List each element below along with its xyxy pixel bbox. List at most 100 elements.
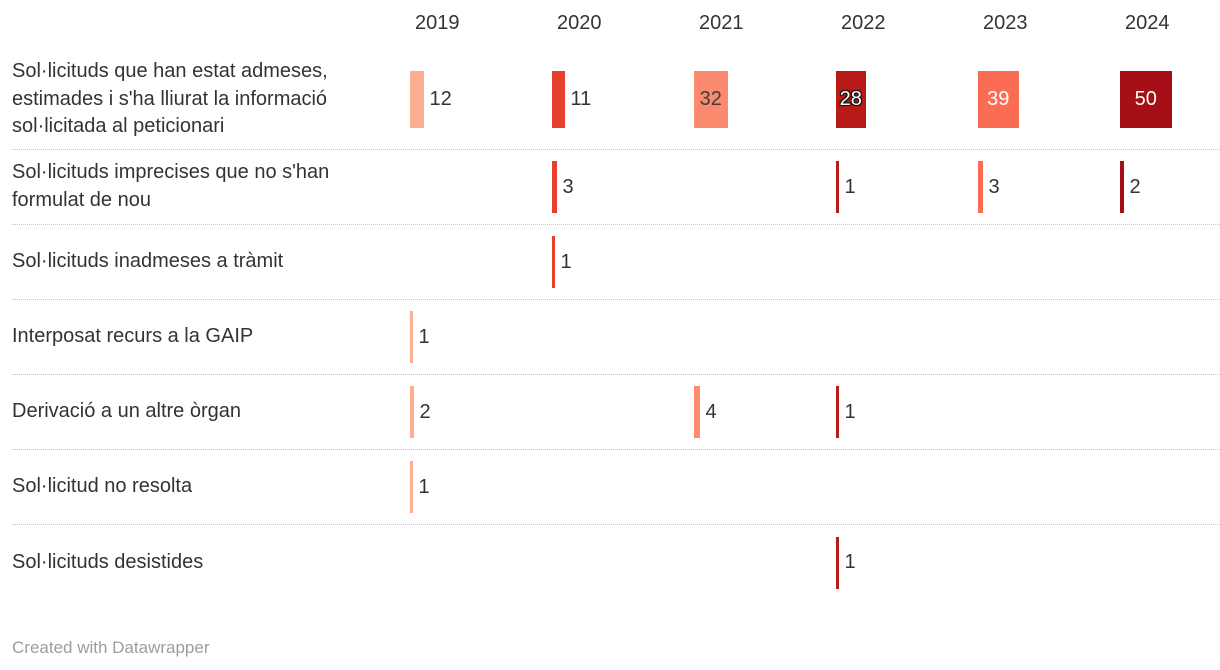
cell-2023: 39 [978, 50, 1120, 149]
bar-value-label: 28 [839, 88, 862, 110]
table-row: Sol·licituds inadmeses a tràmit 1 [12, 225, 1220, 300]
bar-value-label: 2 [1129, 175, 1141, 198]
table-row: Interposat recurs a la GAIP 1 [12, 300, 1220, 375]
row-label: Sol·licituds imprecises que no s'han for… [12, 161, 330, 211]
cell-2021 [694, 300, 836, 374]
bar-2022 [836, 386, 839, 438]
cell-2022 [836, 450, 978, 524]
cell-2023: 3 [978, 150, 1120, 224]
bar-value-label: 50 [1134, 88, 1157, 110]
bar-value-label: 1 [418, 475, 430, 498]
bar-value-label: 3 [562, 175, 574, 198]
cell-2022: 1 [836, 150, 978, 224]
row-label: Sol·licituds inadmeses a tràmit [12, 250, 284, 273]
bar-2019 [410, 71, 424, 128]
cell-2020 [552, 450, 694, 524]
cell-2024 [1120, 225, 1220, 299]
year-header-row: 2019 2020 2021 2022 2023 2024 [12, 6, 1220, 50]
cell-2024 [1120, 525, 1220, 600]
cell-2019: 12 [410, 50, 552, 149]
bar-2019 [410, 386, 414, 438]
chart-rows: Sol·licituds que han estat admeses, esti… [12, 50, 1220, 600]
cell-2020: 3 [552, 150, 694, 224]
cell-2021: 32 [694, 50, 836, 149]
year-header-2023: 2023 [983, 12, 1028, 34]
cell-2019: 2 [410, 375, 552, 449]
bar-2022 [836, 161, 839, 213]
bar-2023 [978, 161, 983, 213]
bar-value-label: 12 [429, 88, 452, 110]
bar-value-label: 1 [560, 250, 572, 273]
bar-2022: 28 [836, 71, 866, 128]
datawrapper-credit-link[interactable]: Created with Datawrapper [12, 638, 210, 657]
bar-2020 [552, 236, 555, 288]
cell-2023 [978, 525, 1120, 600]
cell-2021 [694, 450, 836, 524]
table-row: Sol·licituds imprecises que no s'han for… [12, 150, 1220, 225]
cell-2023 [978, 300, 1120, 374]
cell-2024 [1120, 450, 1220, 524]
row-label: Sol·licituds desistides [12, 550, 204, 573]
cell-2021 [694, 225, 836, 299]
bar-value-label: 1 [418, 325, 430, 348]
bar-value-label: 1 [844, 400, 856, 423]
cell-2024: 2 [1120, 150, 1220, 224]
row-label: Interposat recurs a la GAIP [12, 325, 254, 348]
cell-2023 [978, 375, 1120, 449]
cell-2023 [978, 225, 1120, 299]
table-row: Sol·licituds que han estat admeses, esti… [12, 50, 1220, 150]
cell-2019: 1 [410, 300, 552, 374]
year-header-2021: 2021 [699, 12, 744, 34]
cell-2019 [410, 525, 552, 600]
table-row: Sol·licitud no resolta 1 [12, 450, 1220, 525]
bar-2022 [836, 536, 839, 589]
cell-2024 [1120, 300, 1220, 374]
table-row: Sol·licituds desistides 1 [12, 525, 1220, 600]
chart-footer: Created with Datawrapper [12, 638, 209, 658]
cell-2021: 4 [694, 375, 836, 449]
bar-value-label: 3 [988, 175, 1000, 198]
cell-2022: 28 [836, 50, 978, 149]
year-header-2019: 2019 [415, 12, 460, 34]
cell-2020: 11 [552, 50, 694, 149]
cell-2023 [978, 450, 1120, 524]
bar-2019 [410, 311, 413, 363]
year-header-2022: 2022 [841, 12, 886, 34]
cell-2020 [552, 525, 694, 600]
year-header-2024: 2024 [1125, 12, 1170, 34]
cell-2024: 50 [1120, 50, 1220, 149]
table-row: Derivació a un altre òrgan 2 4 1 [12, 375, 1220, 450]
cell-2020 [552, 300, 694, 374]
cell-2019 [410, 225, 552, 299]
cell-2024 [1120, 375, 1220, 449]
row-label: Sol·licitud no resolta [12, 475, 193, 498]
bar-2024 [1120, 161, 1124, 213]
cell-2019: 1 [410, 450, 552, 524]
bar-2024: 50 [1120, 71, 1172, 128]
bar-2020 [552, 71, 565, 128]
cell-2020: 1 [552, 225, 694, 299]
bar-2019 [410, 461, 413, 513]
bar-value-label: 32 [699, 88, 722, 110]
bar-value-label: 4 [705, 400, 717, 423]
cell-2022 [836, 225, 978, 299]
cell-2022: 1 [836, 375, 978, 449]
bar-2020 [552, 161, 557, 213]
bar-value-label: 1 [844, 175, 856, 198]
cell-2022: 1 [836, 525, 978, 600]
cell-2019 [410, 150, 552, 224]
bar-value-label: 1 [844, 551, 856, 573]
cell-2021 [694, 150, 836, 224]
bar-value-label: 2 [419, 400, 431, 423]
bar-value-label: 39 [987, 88, 1010, 110]
cell-2022 [836, 300, 978, 374]
cell-2021 [694, 525, 836, 600]
bar-value-label: 11 [570, 88, 592, 110]
bar-2023: 39 [978, 71, 1019, 128]
cell-2020 [552, 375, 694, 449]
row-label: Derivació a un altre òrgan [12, 400, 242, 423]
bar-2021 [694, 386, 700, 438]
year-header-2020: 2020 [557, 12, 602, 34]
row-label: Sol·licituds que han estat admeses, esti… [12, 60, 328, 138]
